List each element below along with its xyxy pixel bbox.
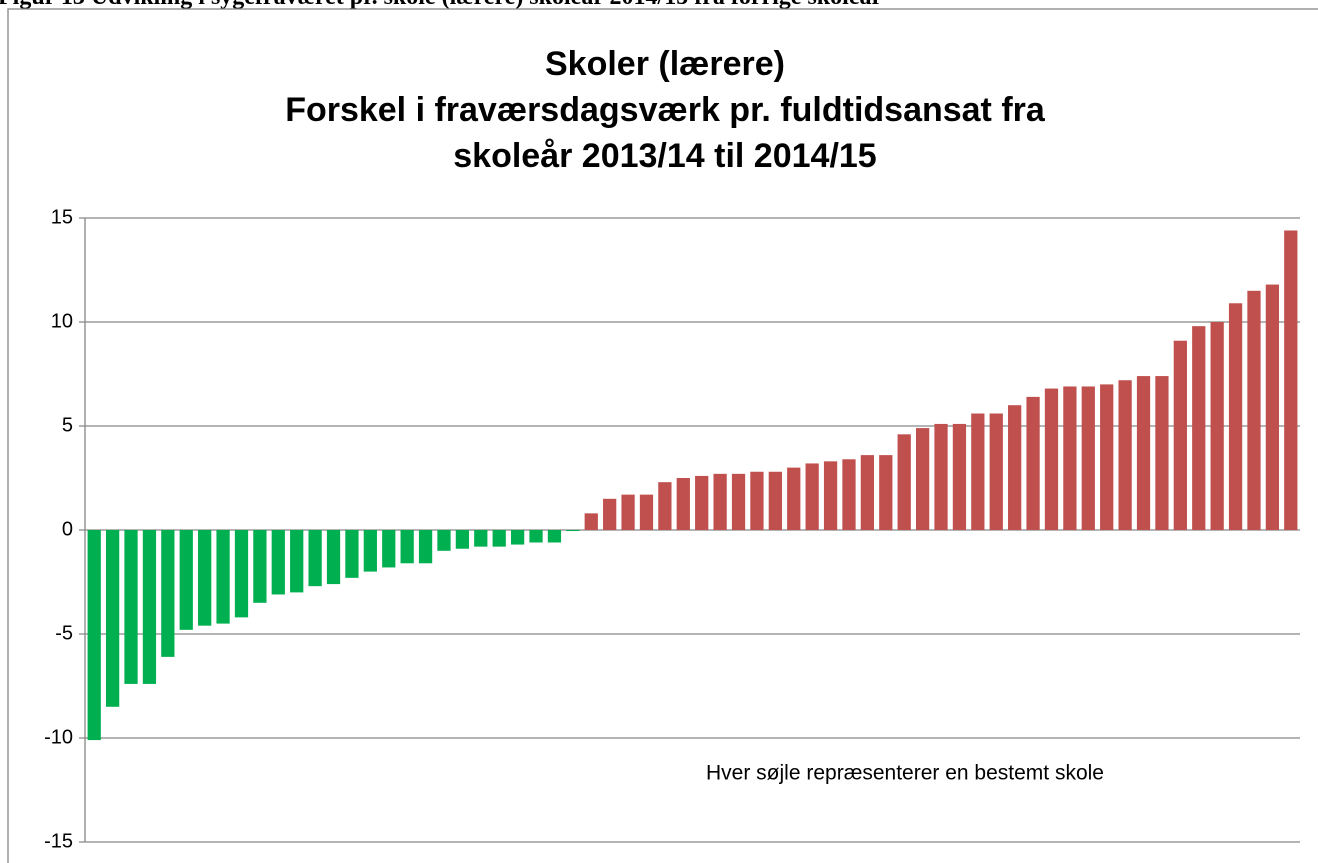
bar xyxy=(1100,384,1114,530)
bar xyxy=(952,423,967,530)
y-tick-label: 5 xyxy=(62,414,73,436)
bar xyxy=(842,459,856,530)
bar xyxy=(198,530,212,626)
bar xyxy=(87,530,101,741)
bar xyxy=(731,473,746,530)
bar xyxy=(860,455,875,530)
bar xyxy=(603,498,617,530)
bar xyxy=(1228,303,1243,530)
chart-title: skoleår 2013/14 til 2014/15 xyxy=(453,137,876,175)
bar xyxy=(566,530,580,532)
chart-title: Skoler (lærere) xyxy=(545,45,785,83)
bar xyxy=(1136,376,1151,530)
y-tick-label: -15 xyxy=(44,830,73,852)
bar xyxy=(1192,326,1206,530)
bar xyxy=(676,478,690,530)
bar xyxy=(124,530,138,684)
bar xyxy=(1173,340,1187,530)
bar xyxy=(1247,290,1261,530)
bar xyxy=(1044,388,1059,530)
bar xyxy=(363,530,377,572)
bar xyxy=(639,494,654,530)
bar xyxy=(787,467,801,530)
y-tick-label: 10 xyxy=(51,310,73,332)
bar xyxy=(989,413,1003,530)
bar xyxy=(308,530,322,587)
bar xyxy=(290,530,304,593)
bar xyxy=(492,530,506,547)
bar xyxy=(455,530,470,549)
bar xyxy=(216,530,230,624)
bar xyxy=(695,475,709,530)
chart-border xyxy=(7,8,1318,863)
y-tick-label: 0 xyxy=(62,518,73,540)
bar xyxy=(382,530,396,568)
bar xyxy=(934,423,948,530)
bar xyxy=(105,530,120,707)
bar xyxy=(879,455,893,530)
bar xyxy=(621,494,635,530)
bar xyxy=(253,530,267,603)
bar xyxy=(584,513,598,530)
bar xyxy=(400,530,414,564)
bar xyxy=(915,428,930,530)
y-tick-label: -5 xyxy=(55,622,73,644)
bar xyxy=(1210,322,1224,530)
bar xyxy=(345,530,359,578)
bar xyxy=(768,471,782,530)
bar xyxy=(1284,230,1298,531)
bar xyxy=(1008,405,1022,530)
bar xyxy=(658,482,672,530)
chart-title: Forskel i fraværsdagsværk pr. fuldtidsan… xyxy=(285,91,1046,129)
bar xyxy=(326,530,341,585)
bar xyxy=(897,434,911,530)
y-tick-label: 15 xyxy=(51,206,73,228)
bar xyxy=(1026,396,1040,530)
bar xyxy=(474,530,488,547)
bar xyxy=(547,530,562,543)
bar xyxy=(713,473,727,530)
bar xyxy=(1265,284,1280,530)
bar xyxy=(418,530,433,564)
y-tick-label: -10 xyxy=(44,726,73,748)
bar xyxy=(437,530,451,551)
bar xyxy=(161,530,175,657)
bar xyxy=(971,413,985,530)
bar xyxy=(1081,386,1095,530)
bar xyxy=(805,463,819,530)
bar xyxy=(750,471,764,530)
bar xyxy=(271,530,285,595)
bar xyxy=(823,461,838,530)
bar xyxy=(1155,376,1169,530)
bar xyxy=(142,530,157,684)
caption: Figur 13 Udvikling i sygefraværet pr. sk… xyxy=(0,0,882,10)
bar xyxy=(1118,380,1132,530)
bar xyxy=(179,530,193,630)
bar xyxy=(234,530,249,618)
annotation: Hver søjle repræsenterer en bestemt skol… xyxy=(706,762,1104,785)
bar xyxy=(529,530,543,543)
bar xyxy=(1063,386,1077,530)
bar xyxy=(510,530,525,545)
